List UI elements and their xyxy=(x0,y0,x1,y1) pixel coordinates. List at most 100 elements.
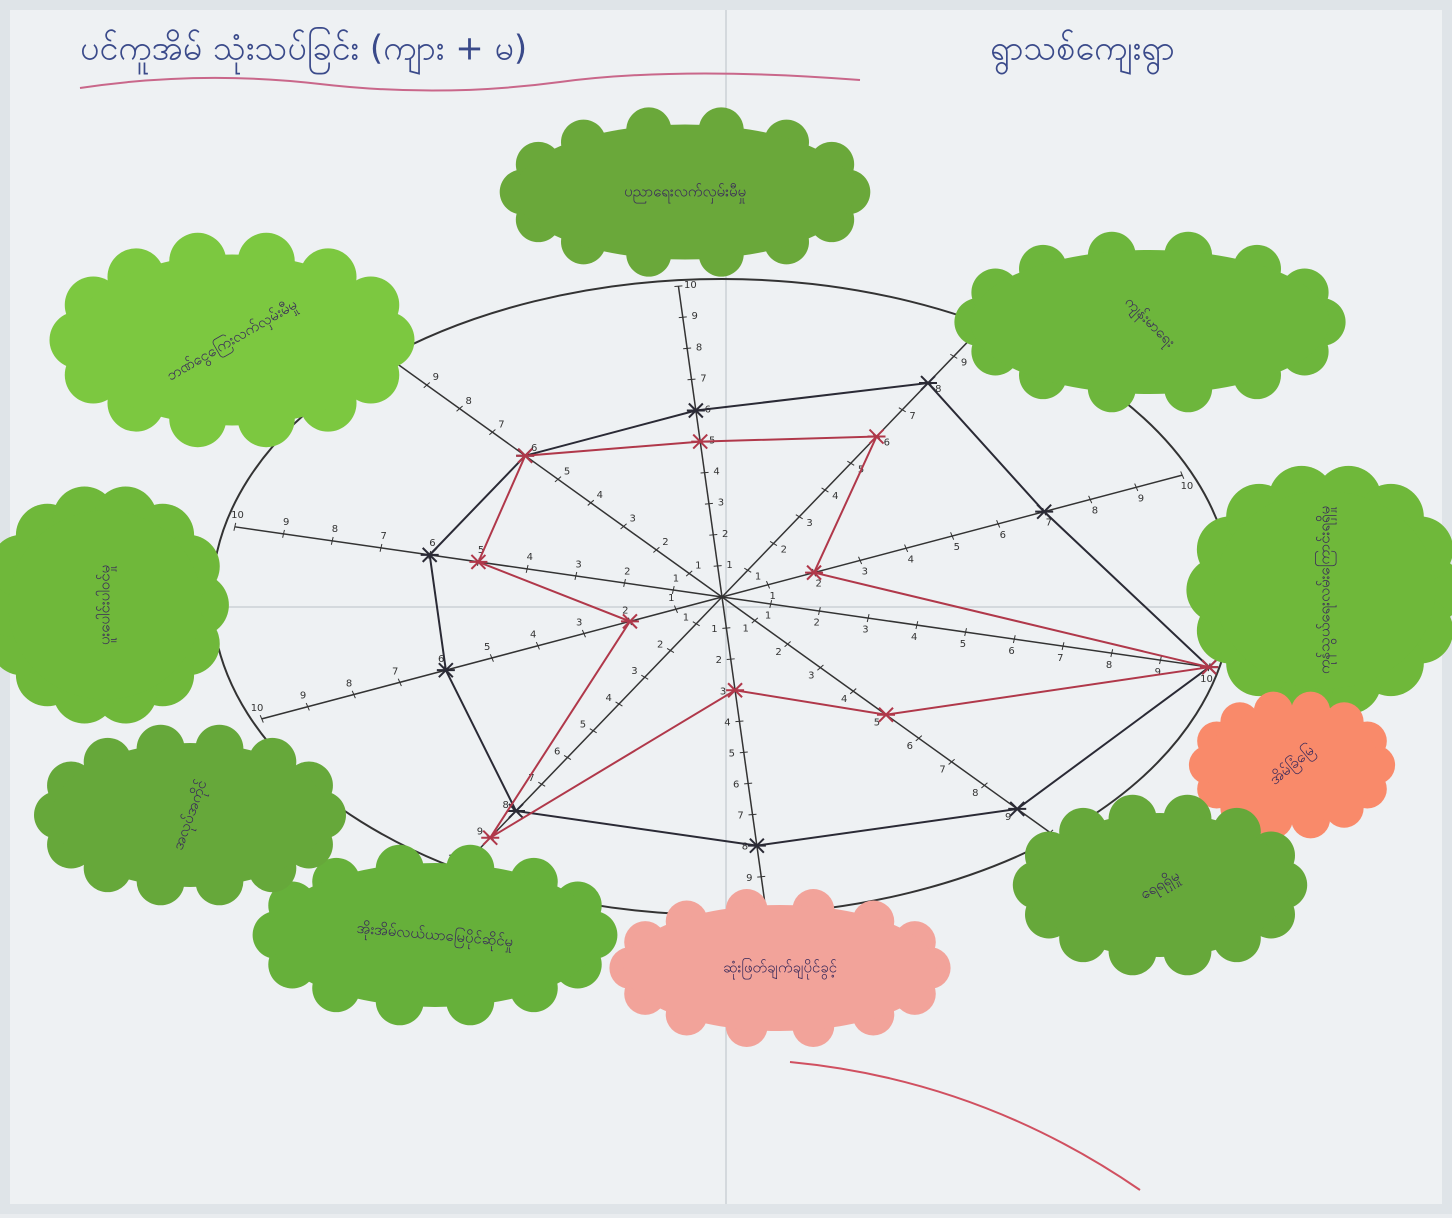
tick-label: 5 xyxy=(564,466,570,477)
tick-label: 7 xyxy=(700,373,706,384)
tick-mark xyxy=(574,571,578,580)
category-card: အိမ်ခြံမြေ xyxy=(1188,691,1396,839)
tick-label: 1 xyxy=(743,623,749,634)
point-marker xyxy=(877,707,896,723)
tick-label: 10 xyxy=(684,280,697,291)
tick-label: 1 xyxy=(683,613,689,624)
point-marker xyxy=(469,554,488,570)
tick-mark xyxy=(713,565,722,567)
tick-label: 1 xyxy=(695,561,701,572)
tick-label: 8 xyxy=(1092,506,1098,517)
tick-label: 5 xyxy=(478,545,484,556)
tick-mark xyxy=(948,758,955,765)
card-body xyxy=(1204,706,1380,824)
pen-stroke xyxy=(789,1061,1141,1191)
tick-label: 7 xyxy=(1057,653,1063,664)
category-card: ပညာရေးလက်လှမ်းမီမှု xyxy=(499,107,871,277)
tick-label: 6 xyxy=(907,741,913,752)
tick-label: 9 xyxy=(1138,493,1144,504)
tick-label: 4 xyxy=(841,694,847,705)
tick-label: 4 xyxy=(527,552,533,563)
tick-label: 7 xyxy=(1046,518,1052,529)
tick-mark xyxy=(351,690,356,699)
tick-label: 1 xyxy=(668,593,674,604)
point-marker xyxy=(747,837,766,854)
tick-mark xyxy=(589,728,597,734)
category-card: ရေရရှိမှု xyxy=(1012,794,1308,976)
plot: 1 2 3 4 5 6 7 8 9 10 1 2 3 4 5 6 7 8 9 10 1 2 3 4 5 6 7 8 9 10 1 2 3 4 5 6 7… xyxy=(0,107,1452,1048)
tick-label: 8 xyxy=(742,842,748,853)
tick-label: 3 xyxy=(808,671,814,682)
tick-mark xyxy=(904,544,909,553)
tick-label: 7 xyxy=(528,773,534,784)
tick-mark xyxy=(739,751,748,754)
tick-mark xyxy=(489,429,496,436)
tick-mark xyxy=(769,541,778,547)
tick-mark xyxy=(915,621,919,630)
tick-mark xyxy=(683,347,692,350)
tick-mark xyxy=(623,578,626,587)
tick-mark xyxy=(653,546,660,553)
tick-mark xyxy=(641,674,649,680)
tick-label: 8 xyxy=(1106,660,1112,671)
tick-mark xyxy=(666,647,675,653)
tick-label: 8 xyxy=(346,678,352,689)
tick-label: 2 xyxy=(622,605,628,616)
tick-label: 2 xyxy=(722,529,728,540)
tick-mark xyxy=(700,471,709,474)
card-body xyxy=(514,124,856,260)
tick-mark xyxy=(563,754,572,760)
tick-mark xyxy=(259,715,264,723)
tick-mark xyxy=(821,487,829,493)
tick-mark xyxy=(757,875,766,878)
tick-mark xyxy=(858,556,863,565)
tick-label: 7 xyxy=(380,531,386,542)
tick-label: 8 xyxy=(503,800,509,811)
tick-mark xyxy=(950,532,955,540)
tick-mark xyxy=(744,567,752,573)
category-card: ကုန်သွယ်ရေးလမ်းကြောင်းရရှိမှု xyxy=(1186,465,1452,715)
tick-mark xyxy=(1088,495,1093,504)
tick-label: 6 xyxy=(1000,530,1006,541)
tick-mark xyxy=(748,813,757,816)
point-marker xyxy=(1008,801,1027,817)
tick-label: 9 xyxy=(433,372,439,383)
card-body xyxy=(1214,491,1436,689)
tick-label: 2 xyxy=(662,537,668,548)
tick-mark xyxy=(866,614,870,623)
tick-label: 8 xyxy=(332,524,338,535)
tick-mark xyxy=(744,782,753,785)
tick-mark xyxy=(233,522,237,531)
tick-mark xyxy=(525,564,529,573)
tick-mark xyxy=(692,621,700,627)
tick-mark xyxy=(726,658,735,661)
tick-mark xyxy=(687,378,696,381)
tick-mark xyxy=(305,702,310,711)
tick-label: 4 xyxy=(724,717,730,728)
card-body xyxy=(71,254,393,426)
tick-label: 3 xyxy=(862,625,868,636)
point-marker xyxy=(919,375,938,391)
point-marker xyxy=(726,682,745,698)
tick-label: 10 xyxy=(1181,481,1194,492)
tick-label: 4 xyxy=(911,632,917,643)
tick-mark xyxy=(397,678,402,687)
tick-label: 2 xyxy=(624,566,630,577)
tick-mark xyxy=(1134,483,1139,492)
tick-label: 9 xyxy=(692,311,698,322)
category-card: ကျန်းမာရေး xyxy=(954,231,1346,413)
point-marker xyxy=(1035,503,1054,520)
card-body xyxy=(1031,813,1289,957)
tick-mark xyxy=(709,533,718,536)
tick-label: 4 xyxy=(832,491,838,502)
tick-label: 6 xyxy=(554,746,560,757)
tick-mark xyxy=(620,523,627,530)
tick-label: 6 xyxy=(429,538,435,549)
tick-label: 2 xyxy=(816,579,822,590)
tick-label: 6 xyxy=(1008,646,1014,657)
chart-title: ပင်ကူအိမ် သုံးသပ်ခြင်း (ကျား + မ) xyxy=(80,29,527,75)
category-label: ပူးပေါင်းပါဝင်မှု xyxy=(96,565,117,645)
tick-mark xyxy=(671,585,675,594)
